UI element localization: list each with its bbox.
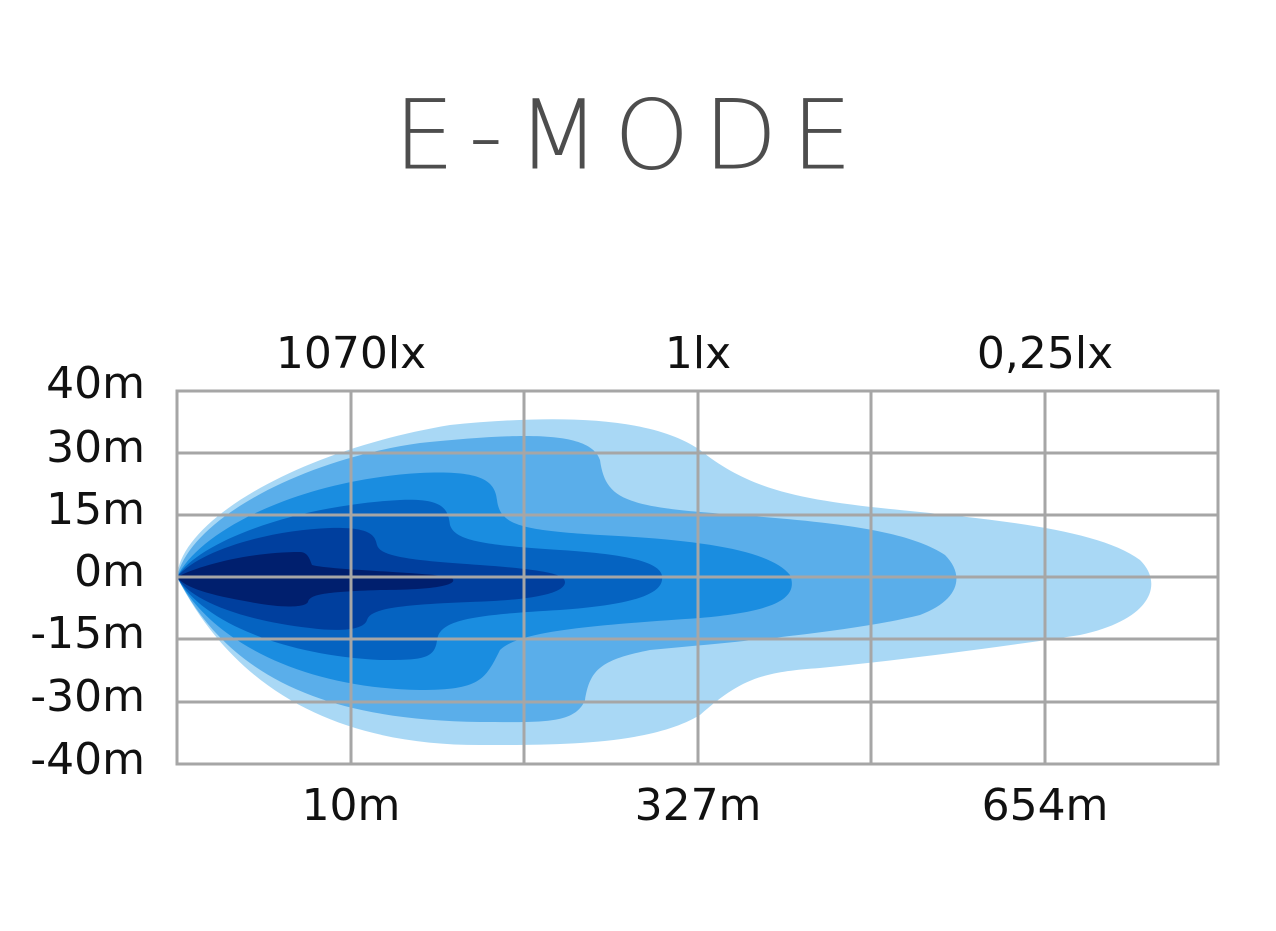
y-label: 30m	[46, 422, 145, 473]
grid-frame	[175, 389, 1220, 766]
beam-zone	[177, 552, 454, 607]
grid	[175, 389, 1220, 766]
bottom-label: 327m	[635, 780, 762, 831]
y-label: -15m	[30, 608, 145, 659]
bottom-label: 10m	[302, 780, 401, 831]
y-label: 15m	[46, 484, 145, 535]
bottom-label: 654m	[982, 780, 1109, 831]
top-label: 0,25lx	[977, 328, 1113, 379]
title: E-MODE	[394, 79, 866, 191]
beam-pattern	[177, 419, 1152, 745]
top-label: 1070lx	[276, 328, 426, 379]
y-label: 0m	[74, 546, 145, 597]
labels: 1070lx 1lx 0,25lx 10m 327m 654m 40m 30m 15m 0m -15…	[30, 328, 1113, 831]
y-label: -40m	[30, 734, 145, 785]
y-label: 40m	[46, 358, 145, 409]
top-label: 1lx	[665, 328, 731, 379]
y-label: -30m	[30, 671, 145, 722]
